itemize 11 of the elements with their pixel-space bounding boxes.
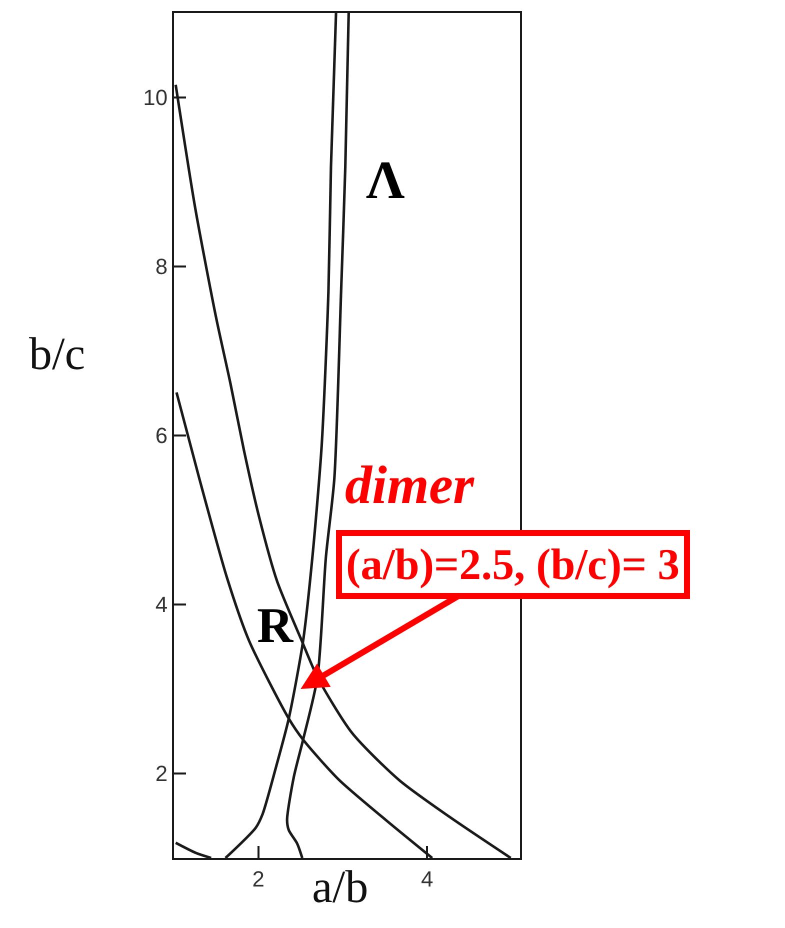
y-axis-title: b/c xyxy=(29,328,86,379)
annotation: (a/b)=2.5, (b/c)= 3 xyxy=(346,540,680,589)
y-tick-label: 8 xyxy=(155,254,168,280)
y-tick-label: 6 xyxy=(155,423,168,448)
annotation: dimer xyxy=(345,455,475,515)
x-axis-title: a/b xyxy=(312,861,368,912)
annotation: R xyxy=(257,597,294,653)
annotation: Λ xyxy=(366,150,405,210)
y-tick-label: 4 xyxy=(155,592,168,618)
y-tick-label: 10 xyxy=(143,85,168,110)
y-tick-label: 2 xyxy=(155,761,168,786)
